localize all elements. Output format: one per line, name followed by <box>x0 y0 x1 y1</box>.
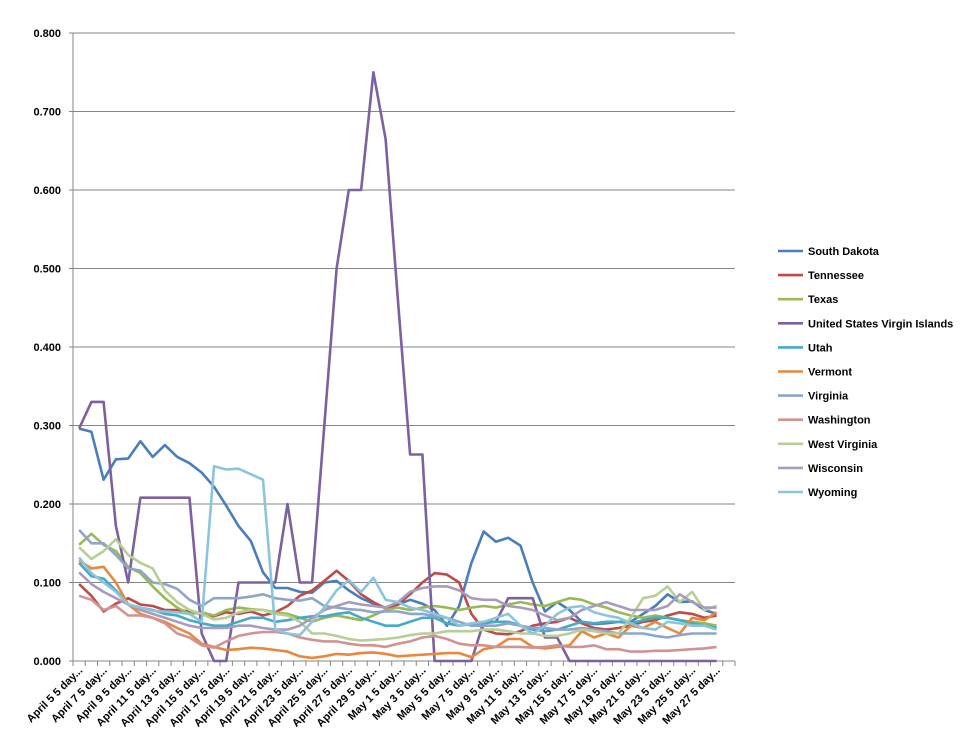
legend-label: South Dakota <box>808 246 880 258</box>
y-tick-label: 0.800 <box>33 28 61 40</box>
legend-item: Tennessee <box>778 270 864 282</box>
y-tick-label: 0.100 <box>33 578 61 590</box>
legend-item: Virginia <box>778 391 849 403</box>
y-tick-label: 0.500 <box>33 264 61 276</box>
y-tick-label: 0.000 <box>33 656 61 668</box>
series-line-west-virginia <box>78 537 718 642</box>
legend-item: Washington <box>778 415 871 427</box>
gridlines <box>73 32 735 583</box>
y-tick-label: 0.700 <box>33 107 61 119</box>
series-line-washington <box>78 594 717 653</box>
series-line-vermont <box>78 559 718 660</box>
legend-item: Utah <box>778 342 833 354</box>
series-line-texas <box>78 532 717 627</box>
legend-item: Vermont <box>778 367 852 379</box>
legend-label: Virginia <box>808 391 849 403</box>
y-tick-label: 0.300 <box>33 421 61 433</box>
series-line-united-states-virgin-islands <box>77 71 717 663</box>
series-lines <box>77 71 718 663</box>
legend-label: Wisconsin <box>808 463 863 475</box>
series-line-utah <box>78 562 717 633</box>
series-line-virginia <box>78 529 717 639</box>
legend-label: Texas <box>808 294 838 306</box>
legend-label: Vermont <box>808 367 852 379</box>
y-tick-label: 0.200 <box>33 499 61 511</box>
y-tick-label: 0.600 <box>33 185 61 197</box>
legend-label: United States Virgin Islands <box>808 318 953 330</box>
y-tick-label: 0.400 <box>33 342 61 354</box>
y-axis: 0.000 0.100 0.200 0.300 0.400 0.500 0.600 0.700… <box>33 28 74 668</box>
x-axis: April 5 5 day...April 7 5 day...April 9 … <box>25 660 736 730</box>
legend-item: Wisconsin <box>778 463 863 475</box>
legend-item: Wyoming <box>778 487 857 499</box>
legend-label: Tennessee <box>808 270 864 282</box>
legend: South Dakota Tennessee Texas United States … <box>778 246 953 499</box>
series-line-wyoming <box>78 464 717 637</box>
legend-item: Texas <box>778 294 838 306</box>
legend-item: West Virginia <box>778 439 878 451</box>
series-line-south-dakota <box>78 427 717 628</box>
legend-label: West Virginia <box>808 439 878 451</box>
legend-item: United States Virgin Islands <box>778 318 953 330</box>
legend-label: Washington <box>808 415 871 427</box>
legend-label: Utah <box>808 342 833 354</box>
legend-item: South Dakota <box>778 246 880 258</box>
legend-label: Wyoming <box>808 487 857 499</box>
